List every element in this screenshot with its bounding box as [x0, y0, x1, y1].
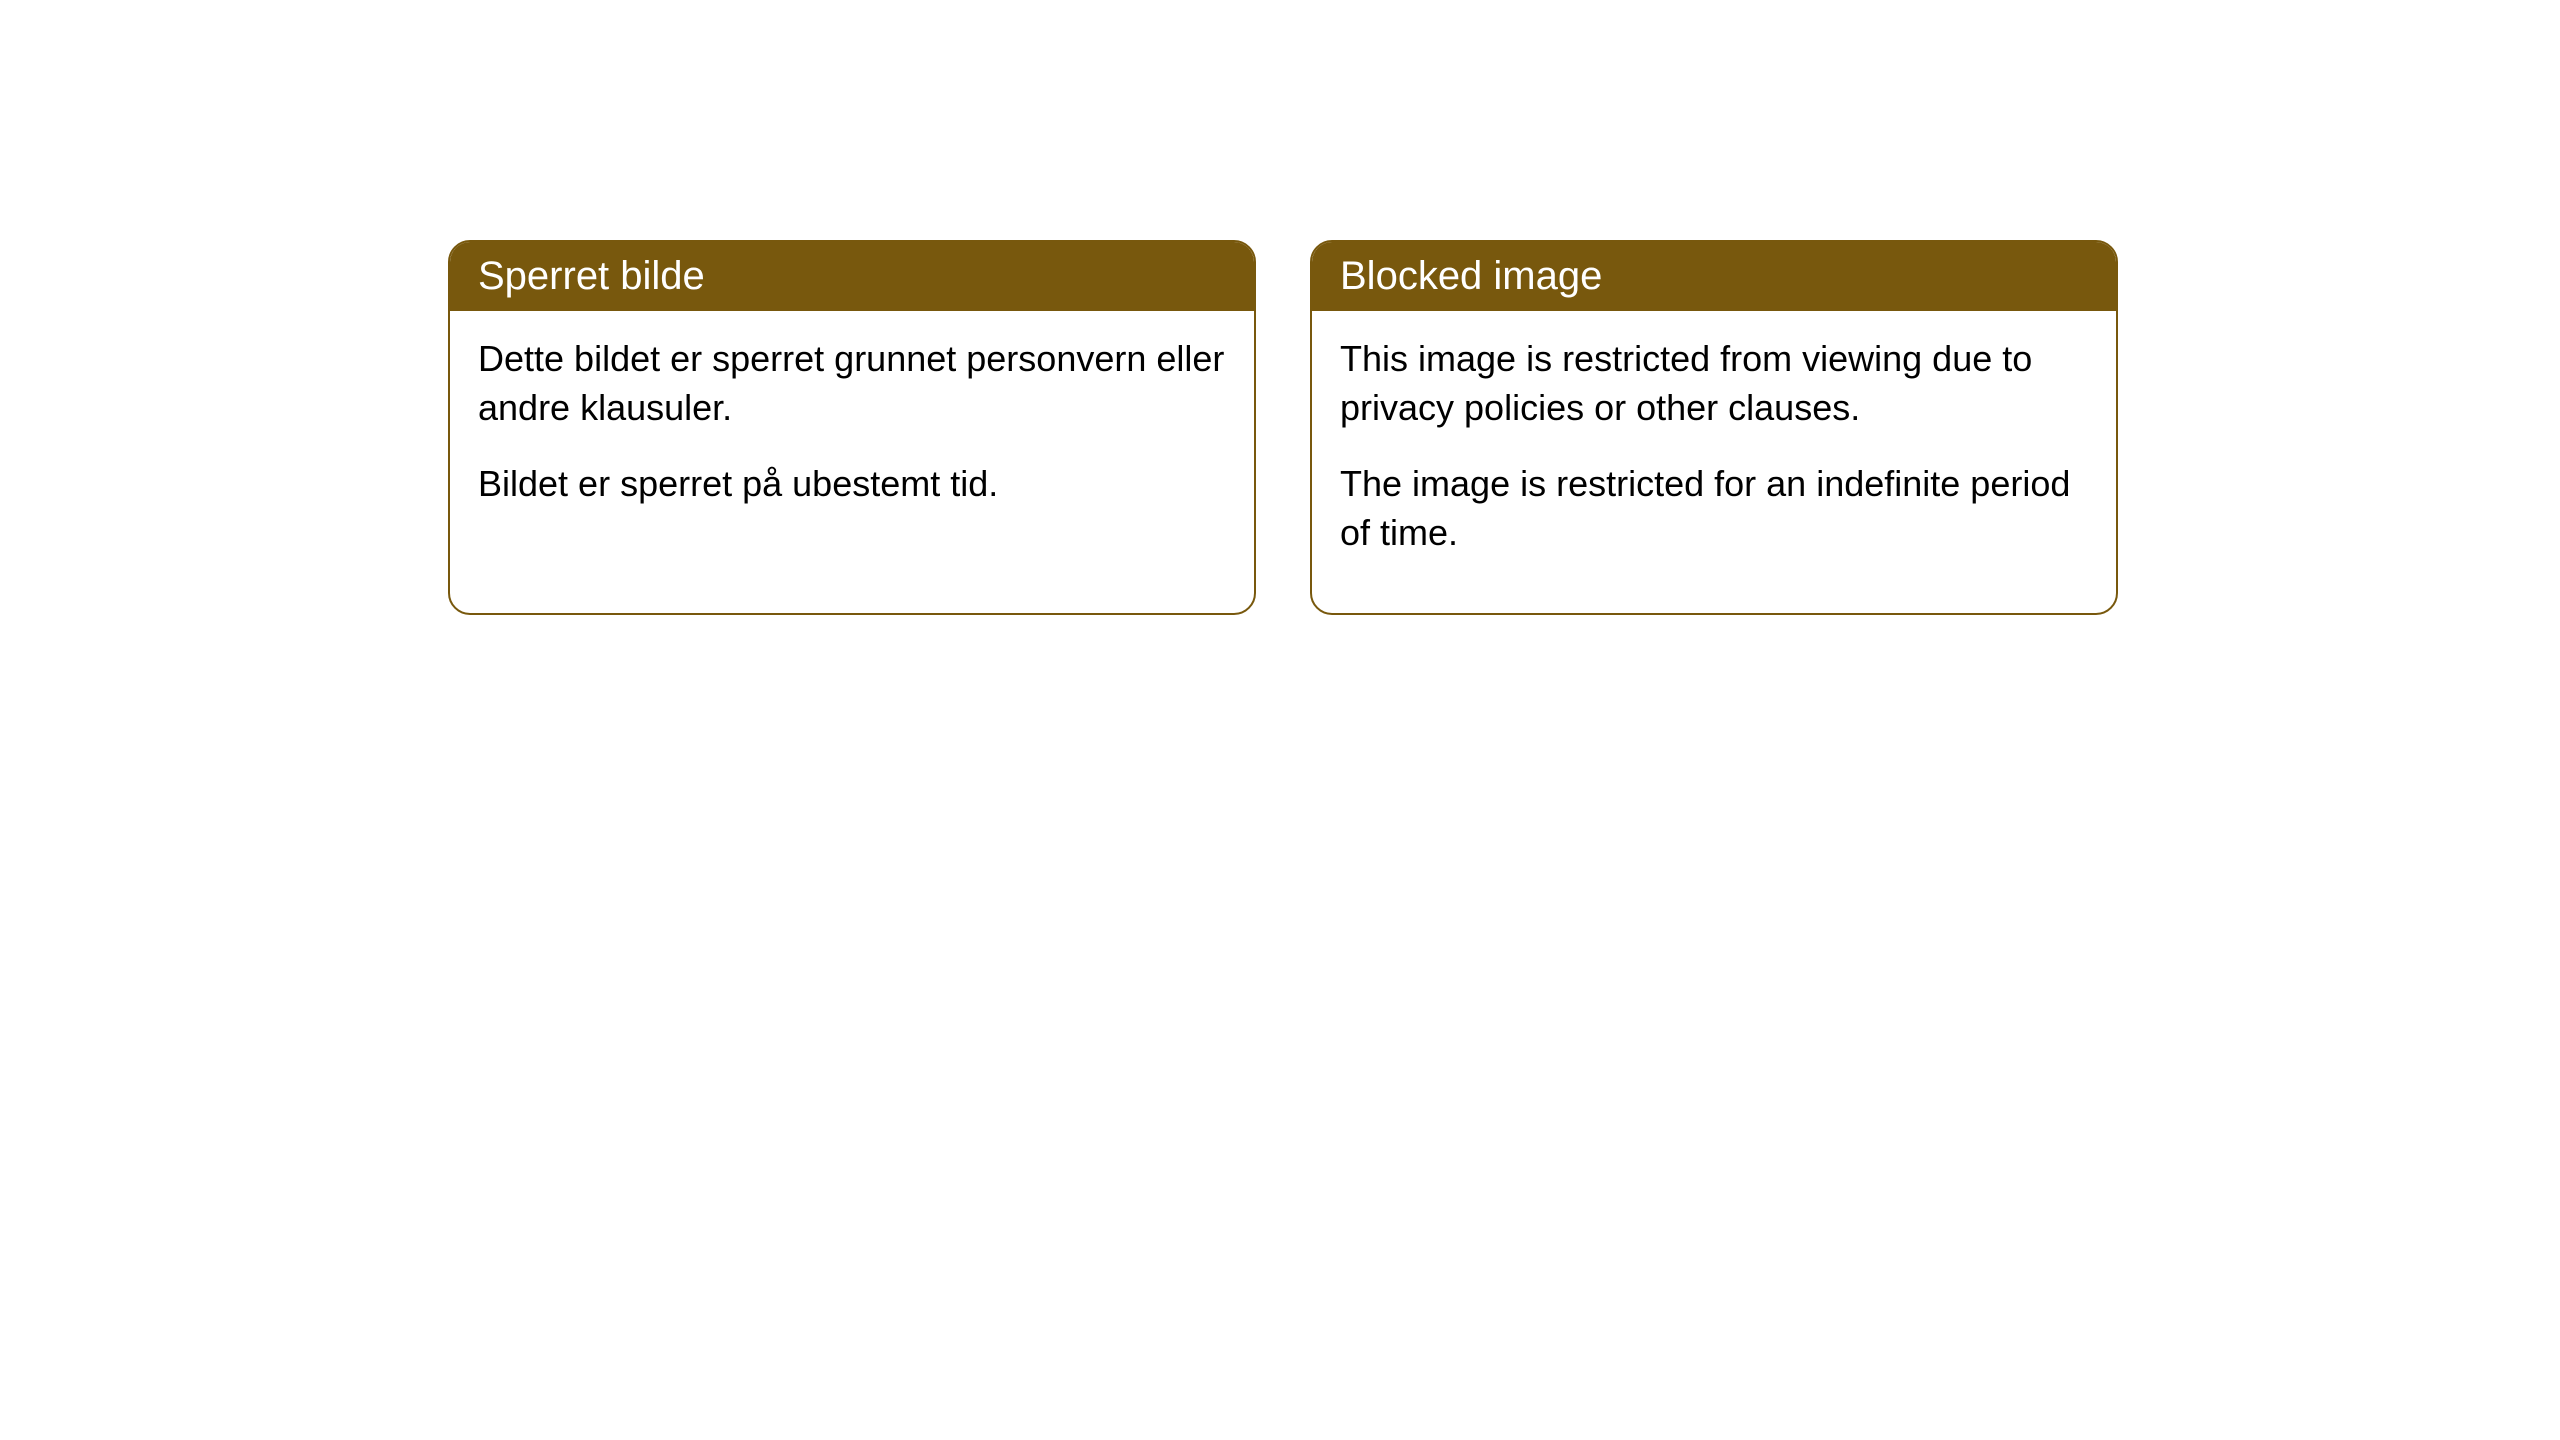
card-body-english: This image is restricted from viewing du… — [1312, 311, 2116, 613]
card-header-english: Blocked image — [1312, 242, 2116, 311]
card-english: Blocked image This image is restricted f… — [1310, 240, 2118, 615]
cards-container: Sperret bilde Dette bildet er sperret gr… — [448, 240, 2118, 615]
card-norwegian: Sperret bilde Dette bildet er sperret gr… — [448, 240, 1256, 615]
card-paragraph: Dette bildet er sperret grunnet personve… — [478, 335, 1226, 432]
card-paragraph: The image is restricted for an indefinit… — [1340, 460, 2088, 557]
card-paragraph: This image is restricted from viewing du… — [1340, 335, 2088, 432]
card-body-norwegian: Dette bildet er sperret grunnet personve… — [450, 311, 1254, 565]
card-header-norwegian: Sperret bilde — [450, 242, 1254, 311]
card-paragraph: Bildet er sperret på ubestemt tid. — [478, 460, 1226, 509]
